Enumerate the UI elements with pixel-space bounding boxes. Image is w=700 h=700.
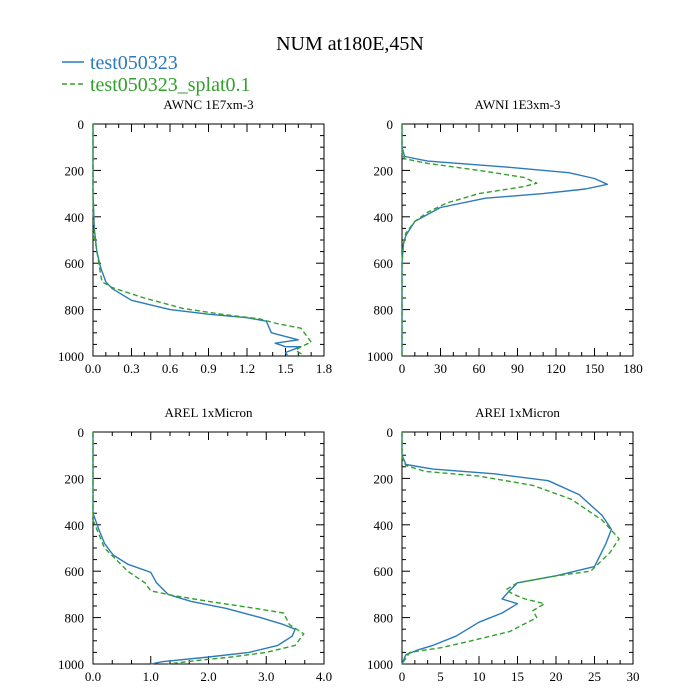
x-tick-label: 0 bbox=[399, 669, 406, 684]
series-line-test050323 bbox=[92, 432, 296, 665]
series-line-test050323 bbox=[92, 124, 302, 357]
x-tick-label: 2.0 bbox=[200, 669, 216, 684]
y-tick-label: 400 bbox=[374, 210, 394, 225]
x-tick-label: 0.6 bbox=[162, 361, 179, 376]
y-tick-label: 800 bbox=[374, 303, 394, 318]
y-tick-label: 400 bbox=[65, 518, 85, 533]
y-tick-label: 600 bbox=[65, 256, 85, 271]
panel-title: AREI 1xMicron bbox=[475, 405, 560, 420]
series-line-splat bbox=[401, 124, 538, 356]
y-tick-label: 200 bbox=[374, 471, 394, 486]
y-tick-label: 200 bbox=[374, 163, 394, 178]
x-tick-label: 30 bbox=[627, 669, 640, 684]
y-tick-label: 400 bbox=[374, 518, 394, 533]
y-tick-label: 1000 bbox=[58, 657, 84, 672]
x-tick-label: 20 bbox=[550, 669, 563, 684]
y-tick-label: 600 bbox=[374, 256, 394, 271]
x-tick-label: 30 bbox=[434, 361, 447, 376]
figure-title: NUM at180E,45N bbox=[276, 33, 424, 55]
x-tick-label: 15 bbox=[511, 669, 524, 684]
y-tick-label: 0 bbox=[387, 117, 394, 132]
panel-2: AWNI 1E3xm-3 0 30 60 90 120 150 180 0 200 400 600 80… bbox=[367, 97, 643, 376]
x-tick-label: 0 bbox=[399, 361, 406, 376]
y-tick-label: 200 bbox=[65, 471, 85, 486]
y-tick-label: 200 bbox=[65, 163, 85, 178]
plot-frame bbox=[401, 123, 634, 357]
series-line-splat bbox=[92, 432, 305, 665]
x-tick-label: 1.0 bbox=[143, 669, 159, 684]
x-tick-label: 0.3 bbox=[123, 361, 139, 376]
x-tick-label: 10 bbox=[473, 669, 486, 684]
panel-3: AREL 1xMicron 0.0 1.0 2.0 3.0 4.0 0 200 400 600 80… bbox=[58, 405, 332, 684]
y-tick-label: 800 bbox=[374, 611, 394, 626]
legend: test050323 test050323_splat0.1 bbox=[62, 52, 251, 96]
x-tick-label: 4.0 bbox=[316, 669, 332, 684]
y-tick-label: 600 bbox=[65, 564, 85, 579]
panel-title: AREL 1xMicron bbox=[165, 405, 253, 420]
plot-frame bbox=[92, 123, 325, 357]
plot-frame bbox=[401, 431, 634, 665]
x-tick-label: 5 bbox=[437, 669, 444, 684]
series-line-splat bbox=[401, 432, 620, 665]
y-tick-label: 1000 bbox=[58, 349, 84, 364]
y-tick-label: 0 bbox=[387, 425, 394, 440]
x-tick-label: 1.8 bbox=[316, 361, 332, 376]
y-tick-label: 800 bbox=[65, 303, 85, 318]
y-tick-label: 0 bbox=[78, 117, 85, 132]
x-tick-label: 60 bbox=[473, 361, 486, 376]
panels: AWNC 1E7xm-30.0 0.3 0.6 0.9 1.2 1.5 1.80200400… bbox=[58, 97, 643, 684]
x-tick-label: 0.9 bbox=[200, 361, 216, 376]
panel-4: AREI 1xMicron 0 5 10 15 20 25 30 0 200 400 600 800 10… bbox=[367, 405, 640, 684]
y-tick-label: 0 bbox=[78, 425, 85, 440]
x-tick-label: 180 bbox=[623, 361, 643, 376]
x-tick-label: 1.2 bbox=[239, 361, 255, 376]
y-tick-label: 600 bbox=[374, 564, 394, 579]
plot-frame bbox=[92, 431, 325, 665]
series-line-splat bbox=[92, 124, 312, 357]
x-tick-label: 150 bbox=[585, 361, 605, 376]
x-tick-label: 25 bbox=[588, 669, 601, 684]
x-tick-label: 0.0 bbox=[85, 669, 101, 684]
panel-1: AWNC 1E7xm-3 0.0 0.3 0.6 0.9 1.2 1.5 1.8 0 200 400… bbox=[58, 97, 332, 376]
y-tick-label: 400 bbox=[65, 210, 85, 225]
legend-label-test050323: test050323 bbox=[90, 52, 178, 74]
y-tick-label: 1000 bbox=[367, 657, 393, 672]
x-tick-label: 90 bbox=[511, 361, 524, 376]
legend-label-splat: test050323_splat0.1 bbox=[90, 74, 251, 96]
series-line-test050323 bbox=[401, 124, 608, 356]
series-line-test050323 bbox=[401, 432, 613, 665]
x-tick-label: 0.0 bbox=[85, 361, 101, 376]
y-tick-label: 800 bbox=[65, 611, 85, 626]
panel-title: AWNI 1E3xm-3 bbox=[475, 97, 561, 112]
panel-title: AWNC 1E7xm-3 bbox=[163, 97, 253, 112]
x-tick-label: 120 bbox=[546, 361, 566, 376]
x-tick-label: 1.5 bbox=[277, 361, 293, 376]
x-tick-label: 3.0 bbox=[258, 669, 274, 684]
y-tick-label: 1000 bbox=[367, 349, 393, 364]
